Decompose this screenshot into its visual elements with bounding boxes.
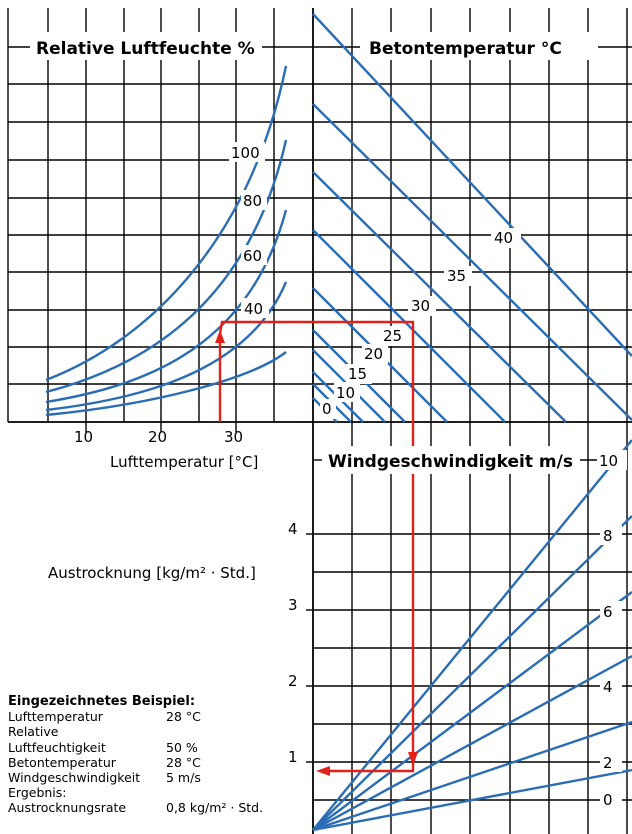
concrete-label-40: 40: [494, 229, 513, 247]
wind-title: Windgeschwindigkeit m/s: [328, 452, 573, 472]
evap-tick-1: 1: [288, 748, 298, 766]
example-key: Luftfeuchtigkeit: [8, 739, 106, 755]
evap-label: Austrocknung [kg/m² · Std.]: [48, 564, 256, 582]
example-value: 50 %: [166, 739, 198, 755]
concrete-label-15: 15: [348, 365, 367, 383]
concrete-label-35: 35: [447, 267, 466, 285]
wind-label-0: 0: [603, 791, 613, 809]
air-temp-axis: 10 20 30 Lufttemperatur [°C]: [74, 428, 258, 471]
example-row: Lufttemperatur 28 °C: [8, 709, 308, 724]
concrete-title: Betontemperatur °C: [369, 39, 562, 59]
example-key: Ergebnis:: [8, 785, 67, 801]
concrete-lines: [312, 13, 632, 423]
concrete-labels: 40 35 30 25 20 15 10 0: [320, 228, 521, 419]
humidity-curves: [45, 65, 288, 417]
example-row: Windgeschwindigkeit 5 m/s: [8, 770, 308, 785]
wind-label-4: 4: [603, 678, 613, 696]
wind-label-8: 8: [603, 527, 613, 545]
evap-tick-3: 3: [288, 596, 298, 614]
concrete-label-25: 25: [383, 327, 402, 345]
example-row: Relative: [8, 724, 308, 739]
example-row: Betontemperatur 28 °C: [8, 755, 308, 770]
example-box: Eingezeichnetes Beispiel: Lufttemperatur…: [8, 694, 308, 816]
humidity-label-80: 80: [243, 192, 262, 210]
example-row: Ergebnis:: [8, 785, 308, 800]
example-key: Austrocknungsrate: [8, 800, 127, 816]
example-heading: Eingezeichnetes Beispiel:: [8, 694, 196, 709]
bottom-grid: [306, 459, 632, 801]
wind-lines: [312, 439, 632, 832]
panel-titles: Relative Luftfeuchte % Betontemperatur °…: [30, 32, 598, 474]
example-path: [215, 320, 418, 776]
humidity-title: Relative Luftfeuchte %: [36, 39, 255, 59]
humidity-label-40: 40: [244, 300, 263, 318]
humidity-label-100: 100: [231, 144, 260, 162]
example-value: 28 °C: [166, 709, 201, 725]
example-value: 5 m/s: [166, 770, 201, 786]
wind-labels: 10 8 6 4 2 0: [597, 450, 627, 809]
air-temp-tick-30: 30: [224, 428, 243, 446]
example-value: 0,8 kg/m² · Std.: [166, 800, 264, 816]
concrete-label-20: 20: [364, 345, 383, 363]
wind-label-6: 6: [603, 603, 613, 621]
top-grid: [7, 8, 632, 834]
humidity-labels: 100 80 60 40: [229, 142, 269, 318]
humidity-label-60: 60: [243, 247, 262, 265]
example-value: 28 °C: [166, 754, 201, 770]
example-key: Relative: [8, 724, 59, 740]
concrete-label-0: 0: [322, 400, 332, 418]
example-row: Luftfeuchtigkeit 50 %: [8, 740, 308, 755]
evap-tick-4: 4: [288, 520, 298, 538]
wind-label-10: 10: [599, 452, 618, 470]
example-key: Betontemperatur: [8, 754, 116, 770]
evap-tick-2: 2: [288, 672, 298, 690]
evap-axis: Austrocknung [kg/m² · Std.] 4 3 2 1: [48, 520, 298, 766]
wind-label-2: 2: [603, 754, 613, 772]
example-row: Austrocknungsrate 0,8 kg/m² · Std.: [8, 800, 308, 815]
concrete-label-30: 30: [411, 297, 430, 315]
concrete-label-10: 10: [336, 384, 355, 402]
air-temp-label: Lufttemperatur [°C]: [110, 453, 258, 471]
air-temp-tick-20: 20: [148, 428, 167, 446]
example-key: Windgeschwindigkeit: [8, 770, 141, 786]
air-temp-tick-10: 10: [74, 428, 93, 446]
example-key: Lufttemperatur: [8, 709, 103, 725]
